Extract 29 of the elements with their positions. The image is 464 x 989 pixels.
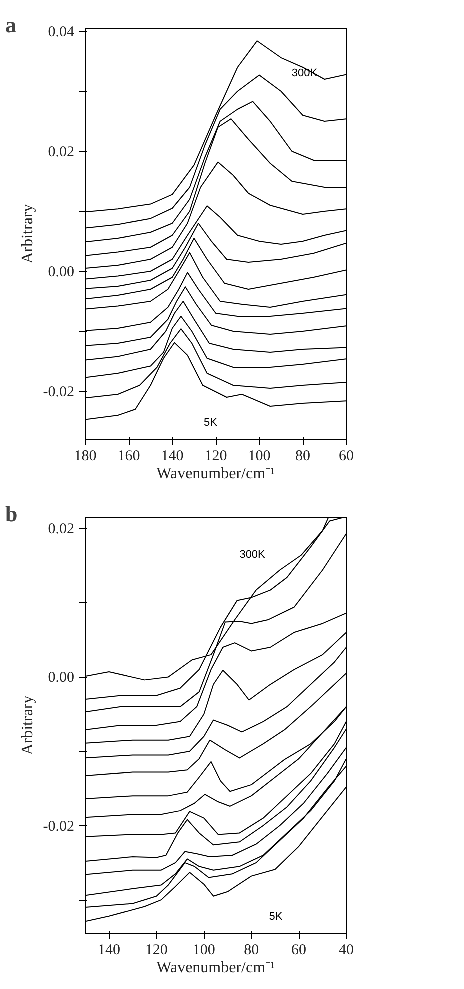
x-tick-label: 60 — [292, 942, 307, 958]
y-tick-label: 0.02 — [48, 522, 74, 538]
annotation: 5K — [269, 910, 284, 923]
x-tick-label: 140 — [98, 942, 120, 958]
y-tick-label: 0.02 — [48, 144, 74, 160]
x-tick-label: 40 — [339, 942, 354, 958]
x-tick-label: 80 — [296, 448, 310, 464]
y-tick-label: 0.00 — [48, 670, 74, 686]
y-tick-label: -0.02 — [43, 818, 75, 835]
x-tick-label: 100 — [192, 942, 216, 958]
x-tick-label: 180 — [74, 448, 97, 464]
y-tick-label: -0.02 — [43, 384, 75, 400]
x-tick-label: 80 — [244, 942, 260, 958]
y-tick-label: 0.04 — [48, 24, 75, 40]
x-tick-label: 120 — [145, 942, 168, 958]
y-axis-title: Arbitrary — [19, 204, 36, 264]
chart-title: a — [6, 12, 16, 38]
chart-title: b — [6, 502, 18, 526]
x-tick-label: 160 — [118, 448, 140, 464]
y-axis-title: Arbitrary — [19, 696, 36, 756]
y-tick-label: 0.00 — [48, 264, 74, 280]
x-tick-label: 120 — [204, 448, 228, 464]
x-tick-label: 140 — [161, 448, 184, 464]
annotation: 5K — [204, 417, 218, 430]
x-axis-title: Wavenumber/cm⁻¹ — [156, 960, 276, 976]
annotation: 300K — [240, 548, 266, 561]
x-tick-label: 60 — [339, 448, 354, 464]
x-axis-title: Wavenumber/cm⁻¹ — [156, 466, 276, 482]
x-tick-label: 100 — [248, 448, 271, 464]
